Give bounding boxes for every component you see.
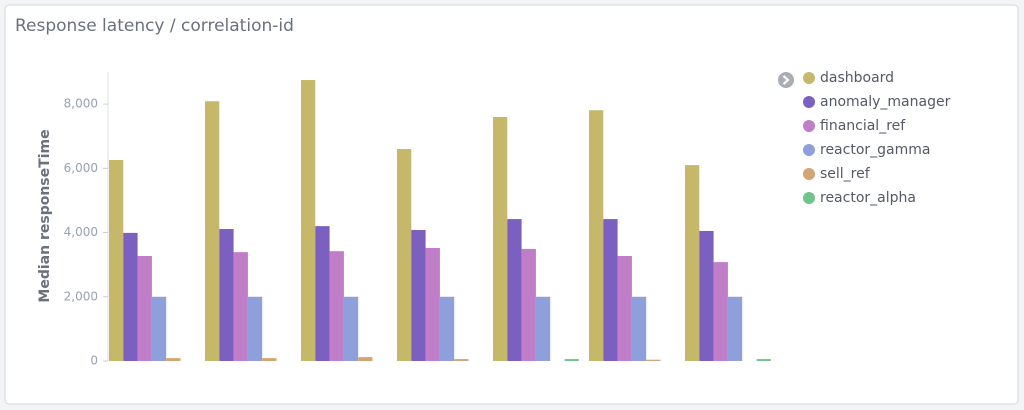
bar [397,149,412,361]
bar [233,252,248,361]
bar [756,359,771,361]
legend-entry[interactable]: anomaly_manager [820,94,951,110]
y-tick-label: 4,000 [64,225,98,239]
bar [411,229,426,361]
y-axis-label: Median responseTime [37,129,53,302]
y-tick-label: 6,000 [64,161,98,175]
bar [425,247,440,361]
bar [589,110,604,361]
bar [603,219,618,361]
bar [219,229,234,361]
legend-entry[interactable]: sell_ref [820,166,871,182]
bar [315,226,330,361]
bar [564,359,579,361]
bar [123,232,138,361]
legend-swatch [803,192,815,204]
bar [329,251,344,361]
bar [507,219,522,361]
bar [343,296,359,361]
legend-swatch [803,168,815,180]
legend-swatch [803,120,815,132]
legend-entry[interactable]: reactor_alpha [820,190,916,206]
legend-entry[interactable]: reactor_gamma [820,142,930,158]
bar [301,80,316,362]
bar [137,255,152,361]
bar [699,230,714,361]
bar [713,262,728,361]
bar [685,165,700,361]
bar [535,296,551,361]
bar [439,296,455,361]
legend-swatch [803,144,815,156]
legend-swatch [803,96,815,108]
bar [358,357,373,361]
bar [166,358,181,361]
bar [151,296,167,361]
bar [205,101,220,362]
y-tick-label: 8,000 [64,97,98,111]
chart-title: Response latency / correlation-id [15,16,294,36]
legend-toggle[interactable] [778,72,794,88]
bar [109,159,124,361]
legend-swatch [803,72,815,84]
bar [454,359,469,361]
bar [617,255,632,361]
legend-entry[interactable]: financial_ref [820,118,906,134]
bar [493,116,508,361]
bar [247,296,263,361]
bar [727,296,743,361]
bar [262,358,277,361]
bar [631,296,647,361]
bar [646,359,661,361]
legend-entry[interactable]: dashboard [820,70,894,86]
y-tick-label: 2,000 [64,289,98,303]
bar [521,248,536,361]
y-tick-label: 0 [90,354,98,368]
